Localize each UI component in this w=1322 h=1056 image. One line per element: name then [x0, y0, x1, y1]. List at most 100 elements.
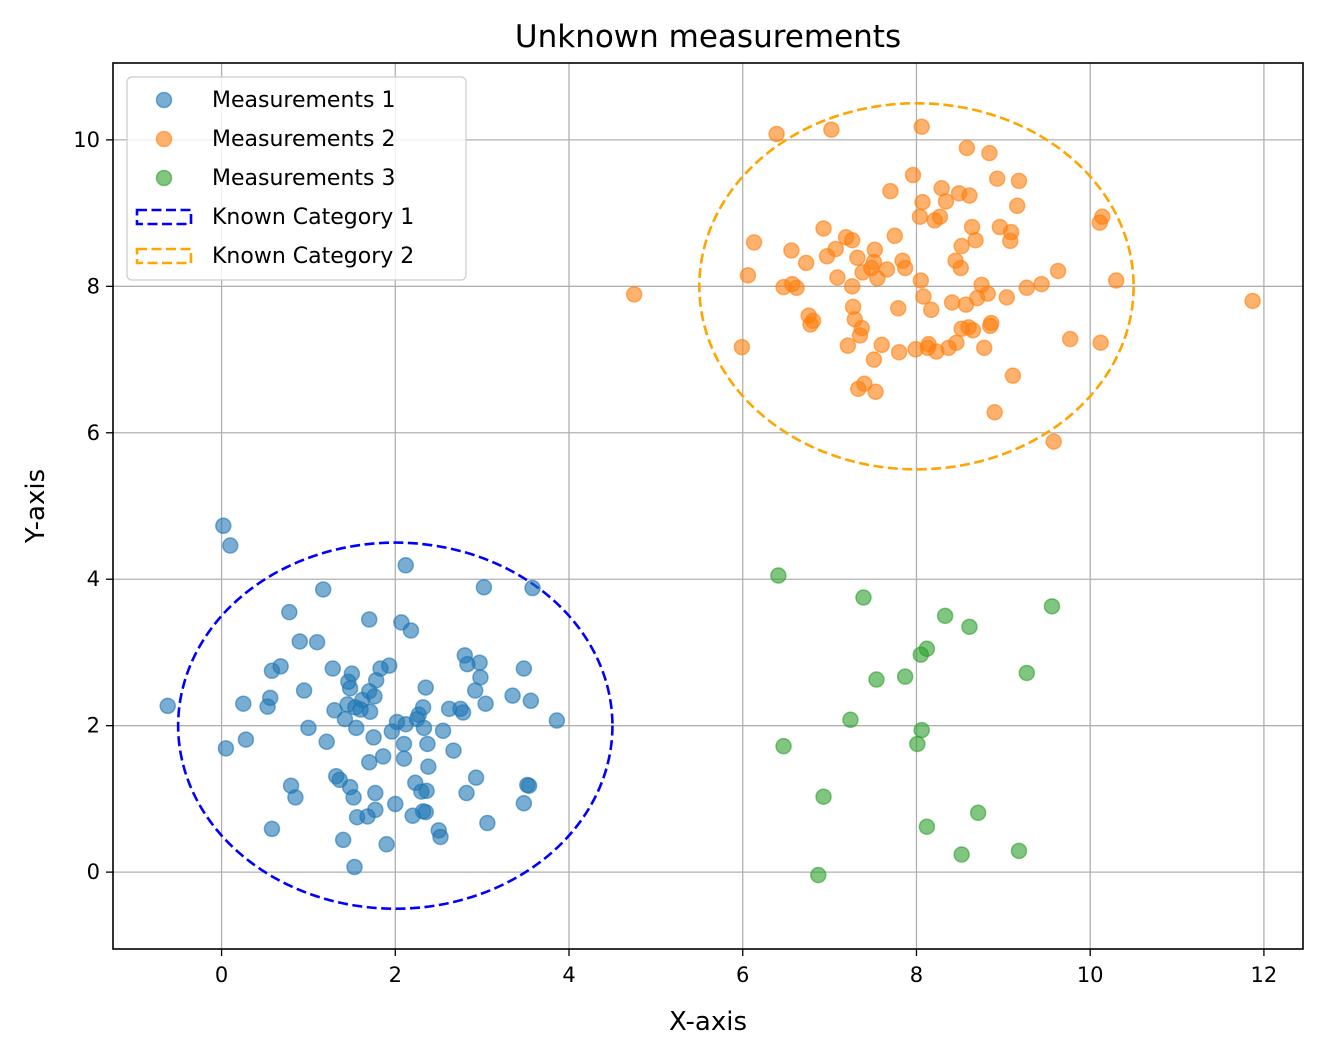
plot-frame [112, 62, 1304, 950]
data-point [318, 733, 335, 751]
known-category-1-ellipse [176, 541, 614, 911]
data-point [417, 679, 434, 696]
legend-marker [155, 91, 173, 109]
data-point [361, 703, 379, 721]
data-point [417, 803, 434, 821]
data-point [1018, 279, 1036, 297]
data-point [958, 139, 976, 157]
data-point [1010, 172, 1028, 190]
data-point [1043, 598, 1061, 615]
data-point [237, 731, 255, 748]
data-point [1049, 262, 1067, 280]
data-point [982, 314, 1000, 332]
data-point [952, 259, 970, 277]
x-tick-label: 8 [910, 963, 923, 987]
x-tick-label: 10 [1077, 963, 1104, 987]
data-point [515, 660, 533, 677]
data-point [843, 278, 861, 295]
data-point [341, 680, 359, 697]
data-point [520, 777, 538, 794]
data-point [815, 788, 832, 805]
x-tick-label: 12 [1251, 963, 1278, 987]
data-point [397, 557, 414, 574]
data-point [395, 735, 413, 753]
data-point [829, 269, 846, 286]
data-point [866, 241, 884, 258]
data-point [967, 231, 984, 249]
data-point [788, 279, 805, 297]
data-point [1061, 330, 1079, 348]
data-point [882, 182, 899, 200]
data-point [414, 699, 432, 716]
data-point [1033, 275, 1050, 293]
data-point [454, 704, 472, 721]
data-point [504, 687, 521, 704]
data-point [472, 669, 489, 686]
legend-patch [135, 208, 193, 226]
data-point [953, 846, 970, 863]
data-point [915, 288, 932, 305]
legend-label: Measurements 1 [212, 88, 396, 113]
data-point [890, 343, 908, 361]
data-point [961, 187, 978, 204]
data-point [904, 166, 922, 184]
data-point [366, 688, 383, 705]
data-point [886, 227, 904, 245]
data-point [418, 782, 435, 800]
data-point [345, 789, 362, 806]
data-point [367, 801, 384, 819]
data-point [865, 351, 883, 368]
data-point [295, 682, 313, 699]
data-point [287, 789, 304, 806]
data-point [853, 319, 870, 337]
data-point [936, 607, 954, 625]
data-point [981, 144, 998, 162]
data-point [434, 722, 452, 740]
data-point [878, 261, 896, 278]
data-point [524, 579, 541, 597]
data-point [918, 640, 936, 658]
data-point [943, 294, 961, 311]
data-point [475, 579, 493, 596]
data-point [843, 231, 861, 249]
data-point [948, 334, 965, 351]
data-point [625, 286, 643, 303]
data-point [979, 285, 996, 302]
data-point [360, 611, 378, 628]
legend-marker [155, 169, 173, 187]
data-point [263, 820, 281, 838]
known-category-2-ellipse [698, 101, 1135, 471]
legend-marker [155, 130, 173, 148]
data-point [783, 242, 800, 259]
data-point [1094, 208, 1111, 226]
data-point [855, 589, 872, 606]
legend-label: Measurements 2 [212, 127, 396, 152]
x-axis-label: X-axis [669, 1007, 747, 1037]
data-point [961, 618, 978, 636]
data-point [159, 697, 176, 715]
data-point [420, 758, 437, 775]
series-2 [625, 118, 1261, 450]
data-point [548, 712, 566, 729]
data-point [217, 740, 235, 757]
y-tick-label: 4 [87, 567, 100, 591]
data-point [1008, 197, 1026, 215]
data-point [856, 375, 873, 392]
data-point [889, 300, 907, 317]
data-point [374, 748, 392, 765]
data-point [986, 404, 1003, 421]
data-point [378, 836, 395, 853]
data-point [415, 719, 433, 737]
data-point [827, 240, 844, 258]
data-point [914, 193, 931, 211]
data-point [222, 537, 239, 554]
y-axis-label: Y-axis [21, 469, 51, 544]
data-point [1002, 223, 1020, 241]
data-point [770, 567, 787, 584]
data-point [522, 692, 540, 710]
data-point [909, 735, 926, 753]
legend-box [126, 76, 467, 281]
series-3 [770, 567, 1061, 884]
data-point [896, 668, 914, 685]
data-point [308, 633, 326, 651]
